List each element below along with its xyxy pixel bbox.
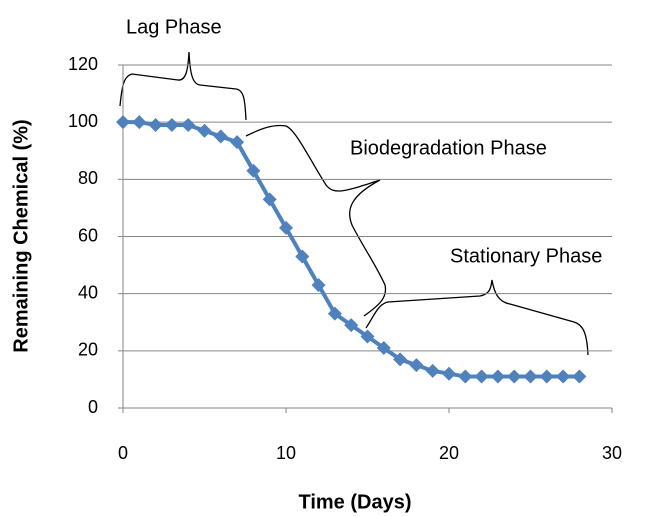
data-marker	[197, 123, 212, 138]
x-tick-label: 20	[439, 443, 459, 463]
data-marker	[279, 220, 293, 235]
data-marker	[132, 115, 147, 130]
data-marker	[213, 129, 228, 144]
data-marker	[295, 249, 310, 264]
data-marker	[164, 118, 179, 133]
data-marker	[425, 363, 440, 378]
x-tick-label: 30	[602, 443, 622, 463]
y-tick-label: 60	[78, 225, 98, 245]
data-marker	[393, 352, 408, 367]
y-tick-label: 100	[68, 111, 98, 131]
x-axis-title: Time (Days)	[298, 491, 411, 513]
data-marker	[230, 135, 245, 150]
biodegradation-brace	[245, 124, 387, 317]
data-marker	[474, 369, 489, 384]
data-marker	[116, 115, 130, 130]
annotation: Lag Phase	[126, 16, 222, 38]
y-axis-title: Remaining Chemical (%)	[10, 119, 32, 352]
data-marker	[409, 358, 424, 373]
y-tick-label: 40	[78, 282, 98, 302]
data-marker	[572, 369, 587, 384]
data-marker	[148, 118, 163, 133]
stationary-brace	[365, 279, 589, 356]
data-marker	[556, 369, 571, 384]
data-marker	[507, 369, 522, 384]
data-marker	[458, 369, 473, 384]
x-tick-label: 10	[276, 443, 296, 463]
y-tick-label: 80	[78, 168, 98, 188]
data-marker	[360, 329, 375, 344]
data-marker	[344, 318, 359, 333]
data-marker	[181, 118, 196, 133]
data-marker	[376, 340, 391, 355]
data-marker	[262, 192, 277, 207]
x-tick-label: 0	[118, 443, 128, 463]
data-marker	[523, 369, 538, 384]
data-marker	[327, 306, 342, 321]
data-marker	[311, 278, 326, 293]
y-tick-label: 0	[88, 397, 98, 417]
annotation: Stationary Phase	[450, 245, 602, 267]
data-marker	[539, 369, 554, 384]
data-marker	[246, 163, 261, 178]
y-tick-label: 120	[68, 54, 98, 74]
data-marker	[442, 366, 456, 381]
y-tick-label: 20	[78, 340, 98, 360]
data-marker	[490, 369, 505, 384]
annotation: Biodegradation Phase	[350, 137, 547, 159]
lag-brace	[119, 51, 247, 121]
